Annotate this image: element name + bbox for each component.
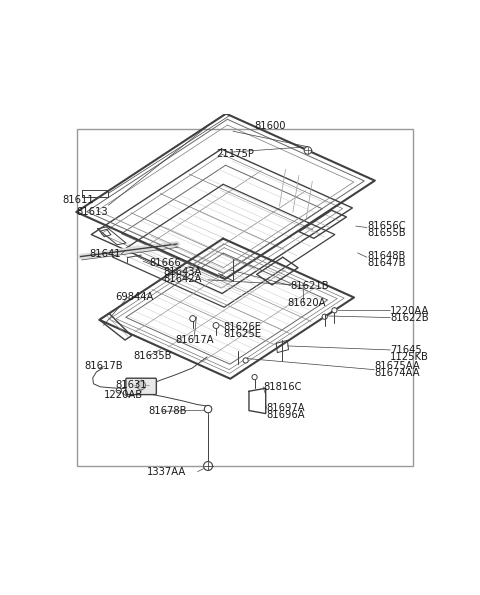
Circle shape <box>137 381 145 390</box>
Circle shape <box>116 388 121 393</box>
Text: 81642A: 81642A <box>163 274 202 284</box>
Text: 81674AA: 81674AA <box>374 368 420 378</box>
Text: 81613: 81613 <box>76 207 108 217</box>
Text: 81625E: 81625E <box>224 329 262 339</box>
Text: 81666: 81666 <box>149 258 181 268</box>
Text: 81626E: 81626E <box>224 322 262 332</box>
Text: 81635B: 81635B <box>133 350 171 361</box>
Text: 81620A: 81620A <box>287 298 325 308</box>
Text: 81648B: 81648B <box>367 251 405 261</box>
Text: 81621B: 81621B <box>290 281 329 290</box>
FancyBboxPatch shape <box>126 378 156 394</box>
Text: 81816C: 81816C <box>263 382 301 392</box>
Circle shape <box>332 308 337 313</box>
Text: 1220AB: 1220AB <box>104 390 143 400</box>
Text: 81611: 81611 <box>62 195 94 205</box>
Text: 21175P: 21175P <box>216 149 254 158</box>
Text: 1337AA: 1337AA <box>146 466 186 477</box>
Circle shape <box>204 462 213 471</box>
Circle shape <box>204 405 212 413</box>
Text: 81697A: 81697A <box>266 403 305 412</box>
Text: 81631: 81631 <box>115 380 147 390</box>
Text: 81643A: 81643A <box>163 267 202 277</box>
Text: 81617B: 81617B <box>84 361 123 371</box>
Text: 1125KB: 1125KB <box>390 352 429 362</box>
Text: 81641: 81641 <box>90 249 121 259</box>
Circle shape <box>304 147 312 154</box>
Text: 71645: 71645 <box>390 345 422 355</box>
Text: 81656C: 81656C <box>367 221 406 231</box>
Text: 1220AA: 1220AA <box>390 305 430 315</box>
Text: 81622B: 81622B <box>390 312 429 322</box>
Text: 81600: 81600 <box>254 121 286 131</box>
Circle shape <box>213 322 219 328</box>
Text: 81617A: 81617A <box>175 335 214 345</box>
Text: 81655B: 81655B <box>367 228 406 238</box>
Circle shape <box>243 358 248 363</box>
Circle shape <box>252 374 257 380</box>
Circle shape <box>190 315 196 321</box>
Text: 81696A: 81696A <box>266 410 305 419</box>
Text: 81675AA: 81675AA <box>374 361 420 371</box>
Text: 81647B: 81647B <box>367 258 406 268</box>
Text: 81678B: 81678B <box>148 406 187 416</box>
Text: 69844A: 69844A <box>115 292 154 302</box>
Circle shape <box>322 314 327 320</box>
